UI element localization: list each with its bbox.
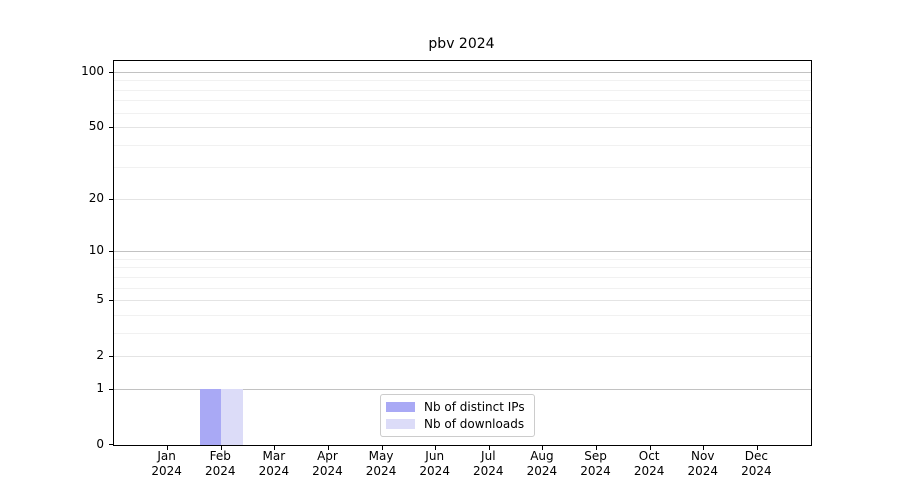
x-tick-month: Jul	[481, 449, 496, 463]
y-tick-label: 20	[88, 190, 104, 205]
gridline-major	[114, 198, 811, 200]
x-tick-month: May	[368, 449, 394, 463]
x-tick-label: Sep 2024	[580, 449, 611, 479]
x-tick-label: Apr 2024	[312, 449, 343, 479]
x-tick-label: Mar 2024	[259, 449, 290, 479]
x-tick-month: Aug	[530, 449, 554, 463]
x-tick-month: Dec	[744, 449, 768, 463]
x-tick-label: Dec 2024	[741, 449, 772, 479]
y-tick-label: 5	[96, 292, 104, 307]
x-tick-month: Apr	[317, 449, 338, 463]
x-tick-mark	[220, 445, 222, 450]
x-tick-label: Jun 2024	[419, 449, 450, 479]
gridline-major	[114, 356, 811, 358]
gridline-major	[114, 72, 811, 73]
y-tick-mark	[109, 300, 114, 302]
gridline-minor	[114, 287, 811, 289]
y-tick-mark	[109, 388, 114, 390]
gridline-minor	[114, 89, 811, 91]
y-tick-mark	[109, 444, 114, 445]
gridline-major	[114, 388, 811, 390]
x-tick-label: Jul 2024	[473, 449, 504, 479]
x-tick-mark	[327, 445, 329, 450]
x-tick-year: 2024	[526, 464, 558, 478]
gridline-minor	[114, 276, 811, 278]
gridline-minor	[114, 314, 811, 316]
x-tick-year: 2024	[419, 464, 450, 478]
bar-distinct-ips	[199, 388, 222, 445]
x-tick-year: 2024	[258, 464, 290, 478]
x-tick-label: Nov 2024	[687, 449, 718, 479]
x-tick-label: Aug 2024	[527, 449, 558, 479]
x-tick-mark	[756, 445, 758, 450]
y-tick-mark	[109, 72, 114, 73]
gridline-minor	[114, 332, 811, 334]
x-tick-month: Jan	[157, 449, 176, 463]
x-tick-year: 2024	[687, 464, 719, 478]
legend-swatch-distinct-ips	[386, 402, 415, 412]
x-tick-label: Oct 2024	[634, 449, 665, 479]
x-tick-month: Nov	[691, 449, 715, 463]
y-tick-label: 10	[88, 243, 104, 258]
x-tick-mark	[435, 445, 437, 450]
legend-item-downloads: Nb of downloads	[386, 416, 525, 432]
x-tick-year: 2024	[633, 464, 665, 478]
x-tick-mark	[274, 445, 276, 450]
gridline-minor	[114, 267, 811, 269]
legend: Nb of distinct IPs Nb of downloads	[380, 394, 535, 437]
gridline-minor	[114, 144, 811, 146]
x-tick-year: 2024	[741, 464, 772, 478]
y-tick-label: 100	[81, 64, 104, 78]
gridline-major	[114, 251, 811, 253]
plot-area	[109, 60, 812, 450]
gridline-major	[114, 127, 811, 129]
x-tick-mark	[167, 445, 169, 450]
y-tick-label: 0	[96, 437, 104, 451]
x-tick-month: Jun	[425, 449, 445, 463]
gridline-minor	[114, 112, 811, 114]
y-tick-mark	[109, 127, 114, 129]
chart-title: pbv 2024	[428, 36, 495, 52]
x-tick-label: May 2024	[366, 449, 397, 479]
x-tick-mark	[488, 445, 490, 450]
x-tick-mark	[542, 445, 544, 450]
legend-label-downloads: Nb of downloads	[424, 417, 525, 431]
y-tick-mark	[109, 356, 114, 358]
gridline-minor	[114, 167, 811, 169]
legend-item-distinct-ips: Nb of distinct IPs	[386, 399, 525, 415]
y-tick-mark	[109, 251, 114, 253]
y-tick-mark	[109, 198, 114, 200]
y-tick-label: 50	[88, 119, 104, 134]
x-tick-label: Jan 2024	[151, 449, 182, 479]
x-tick-mark	[381, 445, 383, 450]
x-tick-mark	[649, 445, 651, 450]
bar-downloads	[221, 388, 243, 445]
x-tick-month: Mar	[262, 449, 286, 463]
x-tick-month: Sep	[584, 449, 607, 463]
x-tick-month: Feb	[209, 449, 231, 463]
gridline-major	[114, 300, 811, 302]
gridline-minor	[114, 100, 811, 102]
y-tick-label: 2	[96, 348, 104, 363]
y-tick-label: 1	[96, 380, 104, 395]
x-tick-label: Feb 2024	[205, 449, 236, 479]
x-tick-year: 2024	[312, 464, 343, 478]
x-tick-year: 2024	[365, 464, 397, 478]
gridline-minor	[114, 258, 811, 260]
legend-swatch-downloads	[386, 419, 415, 429]
x-tick-month: Oct	[638, 449, 660, 463]
x-tick-year: 2024	[204, 464, 236, 478]
x-tick-mark	[703, 445, 705, 450]
x-tick-mark	[596, 445, 598, 450]
legend-label-distinct-ips: Nb of distinct IPs	[424, 400, 525, 414]
gridline-minor	[114, 80, 811, 82]
x-tick-year: 2024	[151, 464, 182, 478]
x-tick-year: 2024	[473, 464, 504, 478]
x-tick-year: 2024	[580, 464, 611, 478]
